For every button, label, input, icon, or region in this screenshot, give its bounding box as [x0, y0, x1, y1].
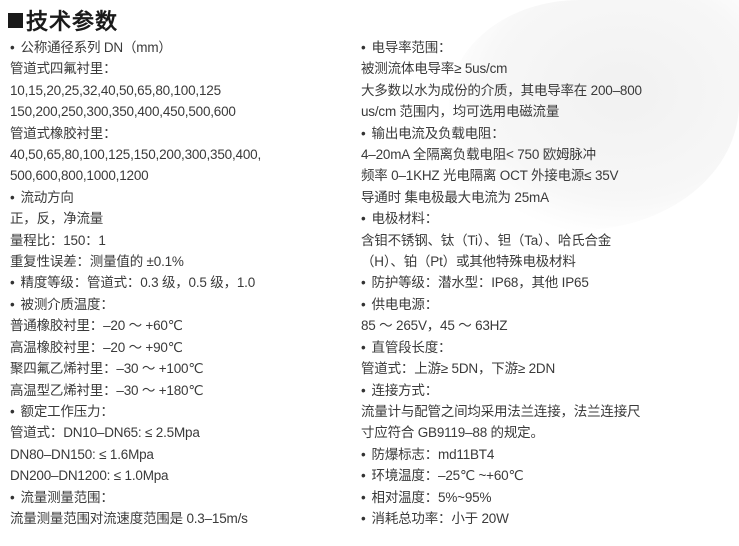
- spec-heading: 电极材料：: [361, 208, 731, 229]
- spec-line: 正，反，净流量: [10, 211, 104, 227]
- spec-heading: 额定工作压力：: [10, 401, 350, 422]
- spec-line: 10,15,20,25,32,40,50,65,80,100,125: [10, 82, 221, 98]
- spec-line: DN200–DN1200: ≤ 1.0Mpa: [10, 468, 169, 484]
- spec-line: 管道式橡胶衬里：: [10, 125, 117, 141]
- section-title: 技术参数: [8, 4, 118, 36]
- spec-line: 量程比：150：1: [10, 232, 106, 248]
- spec-heading: 相对温度：5%~95%: [361, 487, 731, 508]
- spec-heading: 防爆标志：md11BT4: [361, 444, 731, 465]
- spec-line: 寸应符合 GB9119–88 的规定。: [361, 425, 544, 441]
- spec-line: DN80–DN150: ≤ 1.6Mpa: [10, 446, 154, 462]
- spec-line: 流量测量范围对流速度范围是 0.3–15m/s: [10, 510, 248, 526]
- spec-line: 普通橡胶衬里：–20 ～ +60℃: [10, 318, 183, 334]
- spec-heading: 被测介质温度：: [10, 294, 350, 315]
- spec-line: 频率 0–1KHZ 光电隔离 OCT 外接电源≤ 35V: [361, 168, 619, 184]
- spec-heading: 防护等级：潜水型：IP68，其他 IP65: [361, 272, 731, 293]
- spec-line: （H）、铂（Pt）或其他特殊电极材料: [361, 254, 576, 270]
- spec-line: 聚四氟乙烯衬里：–30 ～ +100℃: [10, 361, 204, 377]
- spec-line: 40,50,65,80,100,125,150,200,300,350,400,: [10, 147, 261, 163]
- spec-heading: 供电电源：: [361, 294, 731, 315]
- spec-line: 导通时 集电极最大电流为 25mA: [361, 189, 549, 205]
- right-spec-column: 电导率范围： 被测流体电导率≥ 5us/cm 大多数以水为成份的介质，其电导率在 2…: [361, 37, 731, 529]
- spec-line: 500,600,800,1000,1200: [10, 168, 149, 184]
- spec-line: 流量计与配管之间均采用法兰连接，法兰连接尺: [361, 403, 641, 419]
- spec-line: 管道式：上游≥ 5DN，下游≥ 2DN: [361, 361, 556, 377]
- spec-line: 被测流体电导率≥ 5us/cm: [361, 61, 508, 77]
- spec-line: 重复性误差：测量值的 ±0.1%: [10, 254, 184, 270]
- spec-line: 管道式四氟衬里：: [10, 61, 117, 77]
- spec-line: 管道式：DN10–DN65: ≤ 2.5Mpa: [10, 425, 200, 441]
- left-spec-column: 公称通径系列 DN（mm） 管道式四氟衬里： 10,15,20,25,32,40,5…: [10, 37, 350, 529]
- spec-line: 高温型乙烯衬里：–30 ～ +180℃: [10, 382, 204, 398]
- spec-line: 高温橡胶衬里：–20 ～ +90℃: [10, 339, 183, 355]
- spec-line: 含钼不锈钢、钛（Ti）、钽（Ta）、哈氏合金: [361, 232, 612, 248]
- spec-heading: 流量测量范围：: [10, 487, 350, 508]
- spec-heading: 流动方向: [10, 187, 350, 208]
- spec-line: 150,200,250,300,350,400,450,500,600: [10, 104, 236, 120]
- spec-heading: 公称通径系列 DN（mm）: [10, 37, 350, 58]
- spec-line: 4–20mA 全隔离负载电阻< 750 欧姆脉冲: [361, 147, 596, 163]
- spec-line: 85 ～ 265V，45 ～ 63HZ: [361, 318, 508, 334]
- spec-heading: 环境温度：–25℃ ~+60℃: [361, 465, 731, 486]
- spec-heading: 连接方式：: [361, 380, 731, 401]
- square-bullet-icon: [8, 13, 23, 28]
- spec-heading: 直管段长度：: [361, 337, 731, 358]
- section-title-text: 技术参数: [26, 9, 119, 34]
- spec-heading: 输出电流及负载电阻：: [361, 123, 731, 144]
- spec-line: us/cm 范围内，均可选用电磁流量: [361, 104, 560, 120]
- spec-heading: 电导率范围：: [361, 37, 731, 58]
- spec-heading: 精度等级：管道式：0.3 级，0.5 级，1.0: [10, 272, 350, 293]
- spec-heading: 消耗总功率：小于 20W: [361, 508, 731, 529]
- spec-line: 大多数以水为成份的介质，其电导率在 200–800: [361, 82, 642, 98]
